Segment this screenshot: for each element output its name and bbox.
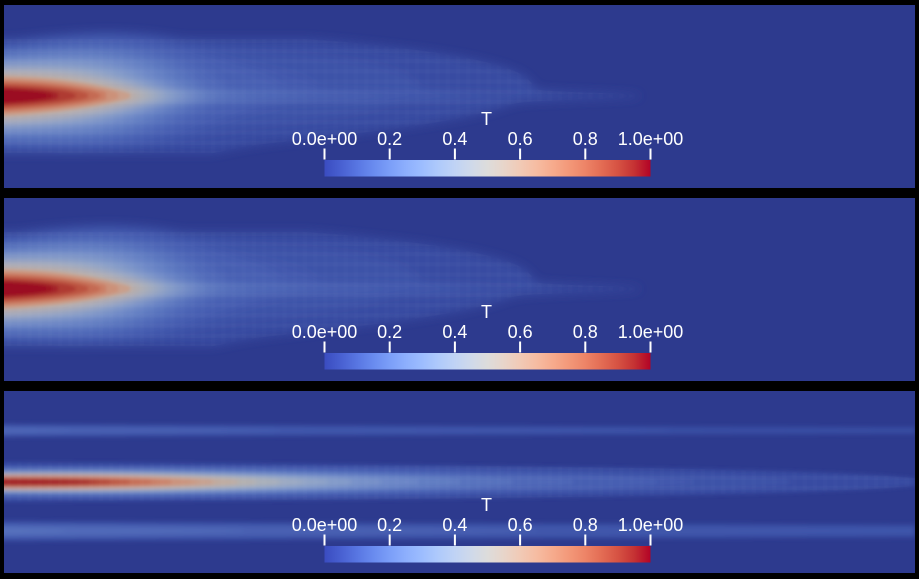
svg-text:0.0e+00: 0.0e+00 — [292, 322, 358, 342]
svg-text:0.4: 0.4 — [442, 322, 467, 342]
svg-text:T: T — [481, 302, 492, 322]
svg-text:0.8: 0.8 — [573, 515, 598, 535]
svg-text:0.8: 0.8 — [573, 322, 598, 342]
svg-text:T: T — [481, 495, 492, 515]
svg-text:0.6: 0.6 — [508, 129, 533, 149]
svg-text:T: T — [481, 109, 492, 129]
svg-text:1.0e+00: 1.0e+00 — [618, 515, 684, 535]
svg-text:0.0e+00: 0.0e+00 — [292, 129, 358, 149]
svg-text:1.0e+00: 1.0e+00 — [618, 129, 684, 149]
svg-text:0.6: 0.6 — [508, 515, 533, 535]
svg-text:0.2: 0.2 — [377, 322, 402, 342]
svg-text:0.0e+00: 0.0e+00 — [292, 515, 358, 535]
svg-text:0.4: 0.4 — [442, 129, 467, 149]
svg-text:0.4: 0.4 — [442, 515, 467, 535]
svg-text:0.8: 0.8 — [573, 129, 598, 149]
svg-text:1.0e+00: 1.0e+00 — [618, 322, 684, 342]
svg-text:0.2: 0.2 — [377, 129, 402, 149]
svg-text:0.6: 0.6 — [508, 322, 533, 342]
svg-text:0.2: 0.2 — [377, 515, 402, 535]
